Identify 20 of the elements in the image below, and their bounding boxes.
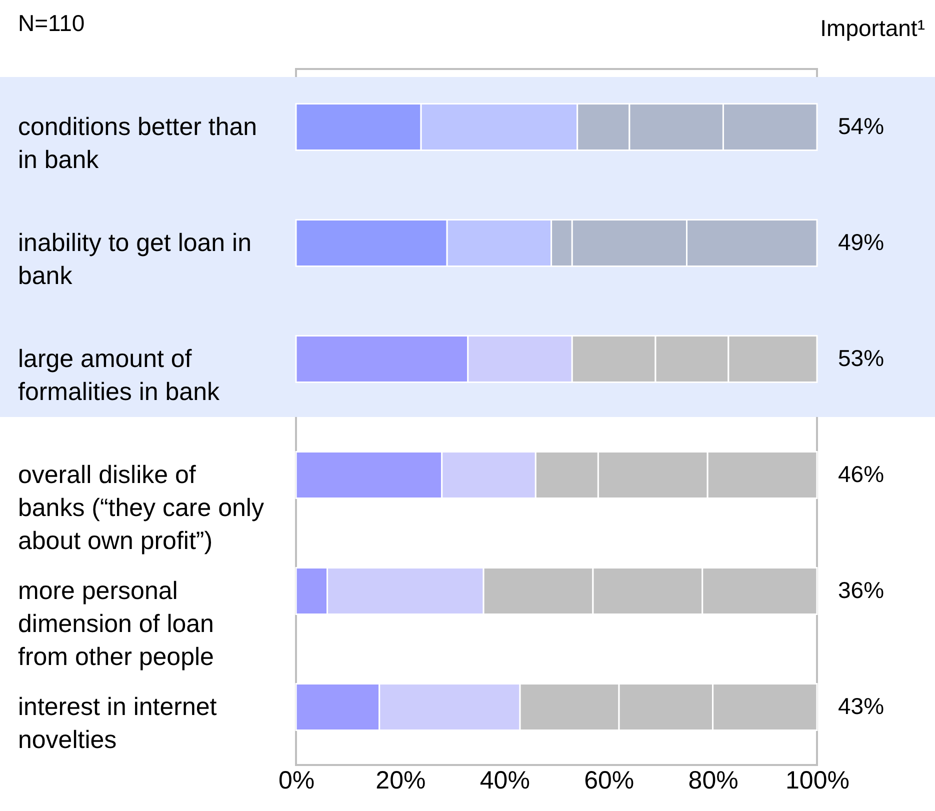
y-tick-label: more personal dimension of loan from other people [18, 577, 214, 671]
text: Important¹ [820, 15, 926, 41]
x-tick-label: 80% [688, 766, 738, 794]
y-tick-label: interest in internet novelties [18, 693, 217, 754]
x-tick-label: 100% [786, 766, 850, 794]
y-tick-label: inability to get loan in bank [18, 229, 252, 290]
text: N=110 [18, 10, 85, 36]
x-tick-label: 20% [376, 766, 426, 794]
text: 43% [838, 693, 884, 719]
text: 49% [838, 229, 884, 255]
y-tick-label: large amount of formalities in bank [18, 345, 220, 406]
text: 36% [838, 577, 884, 603]
y-tick-label: overall dislike of banks (“they care only about own profit”) [18, 461, 264, 555]
text: 46% [838, 461, 884, 487]
text: 54% [838, 113, 884, 139]
y-tick-label: conditions better than in bank [18, 113, 258, 174]
text: 53% [838, 345, 884, 371]
x-tick-label: 60% [584, 766, 634, 794]
x-tick-label: 40% [480, 766, 530, 794]
x-tick-label: 0% [278, 766, 315, 794]
